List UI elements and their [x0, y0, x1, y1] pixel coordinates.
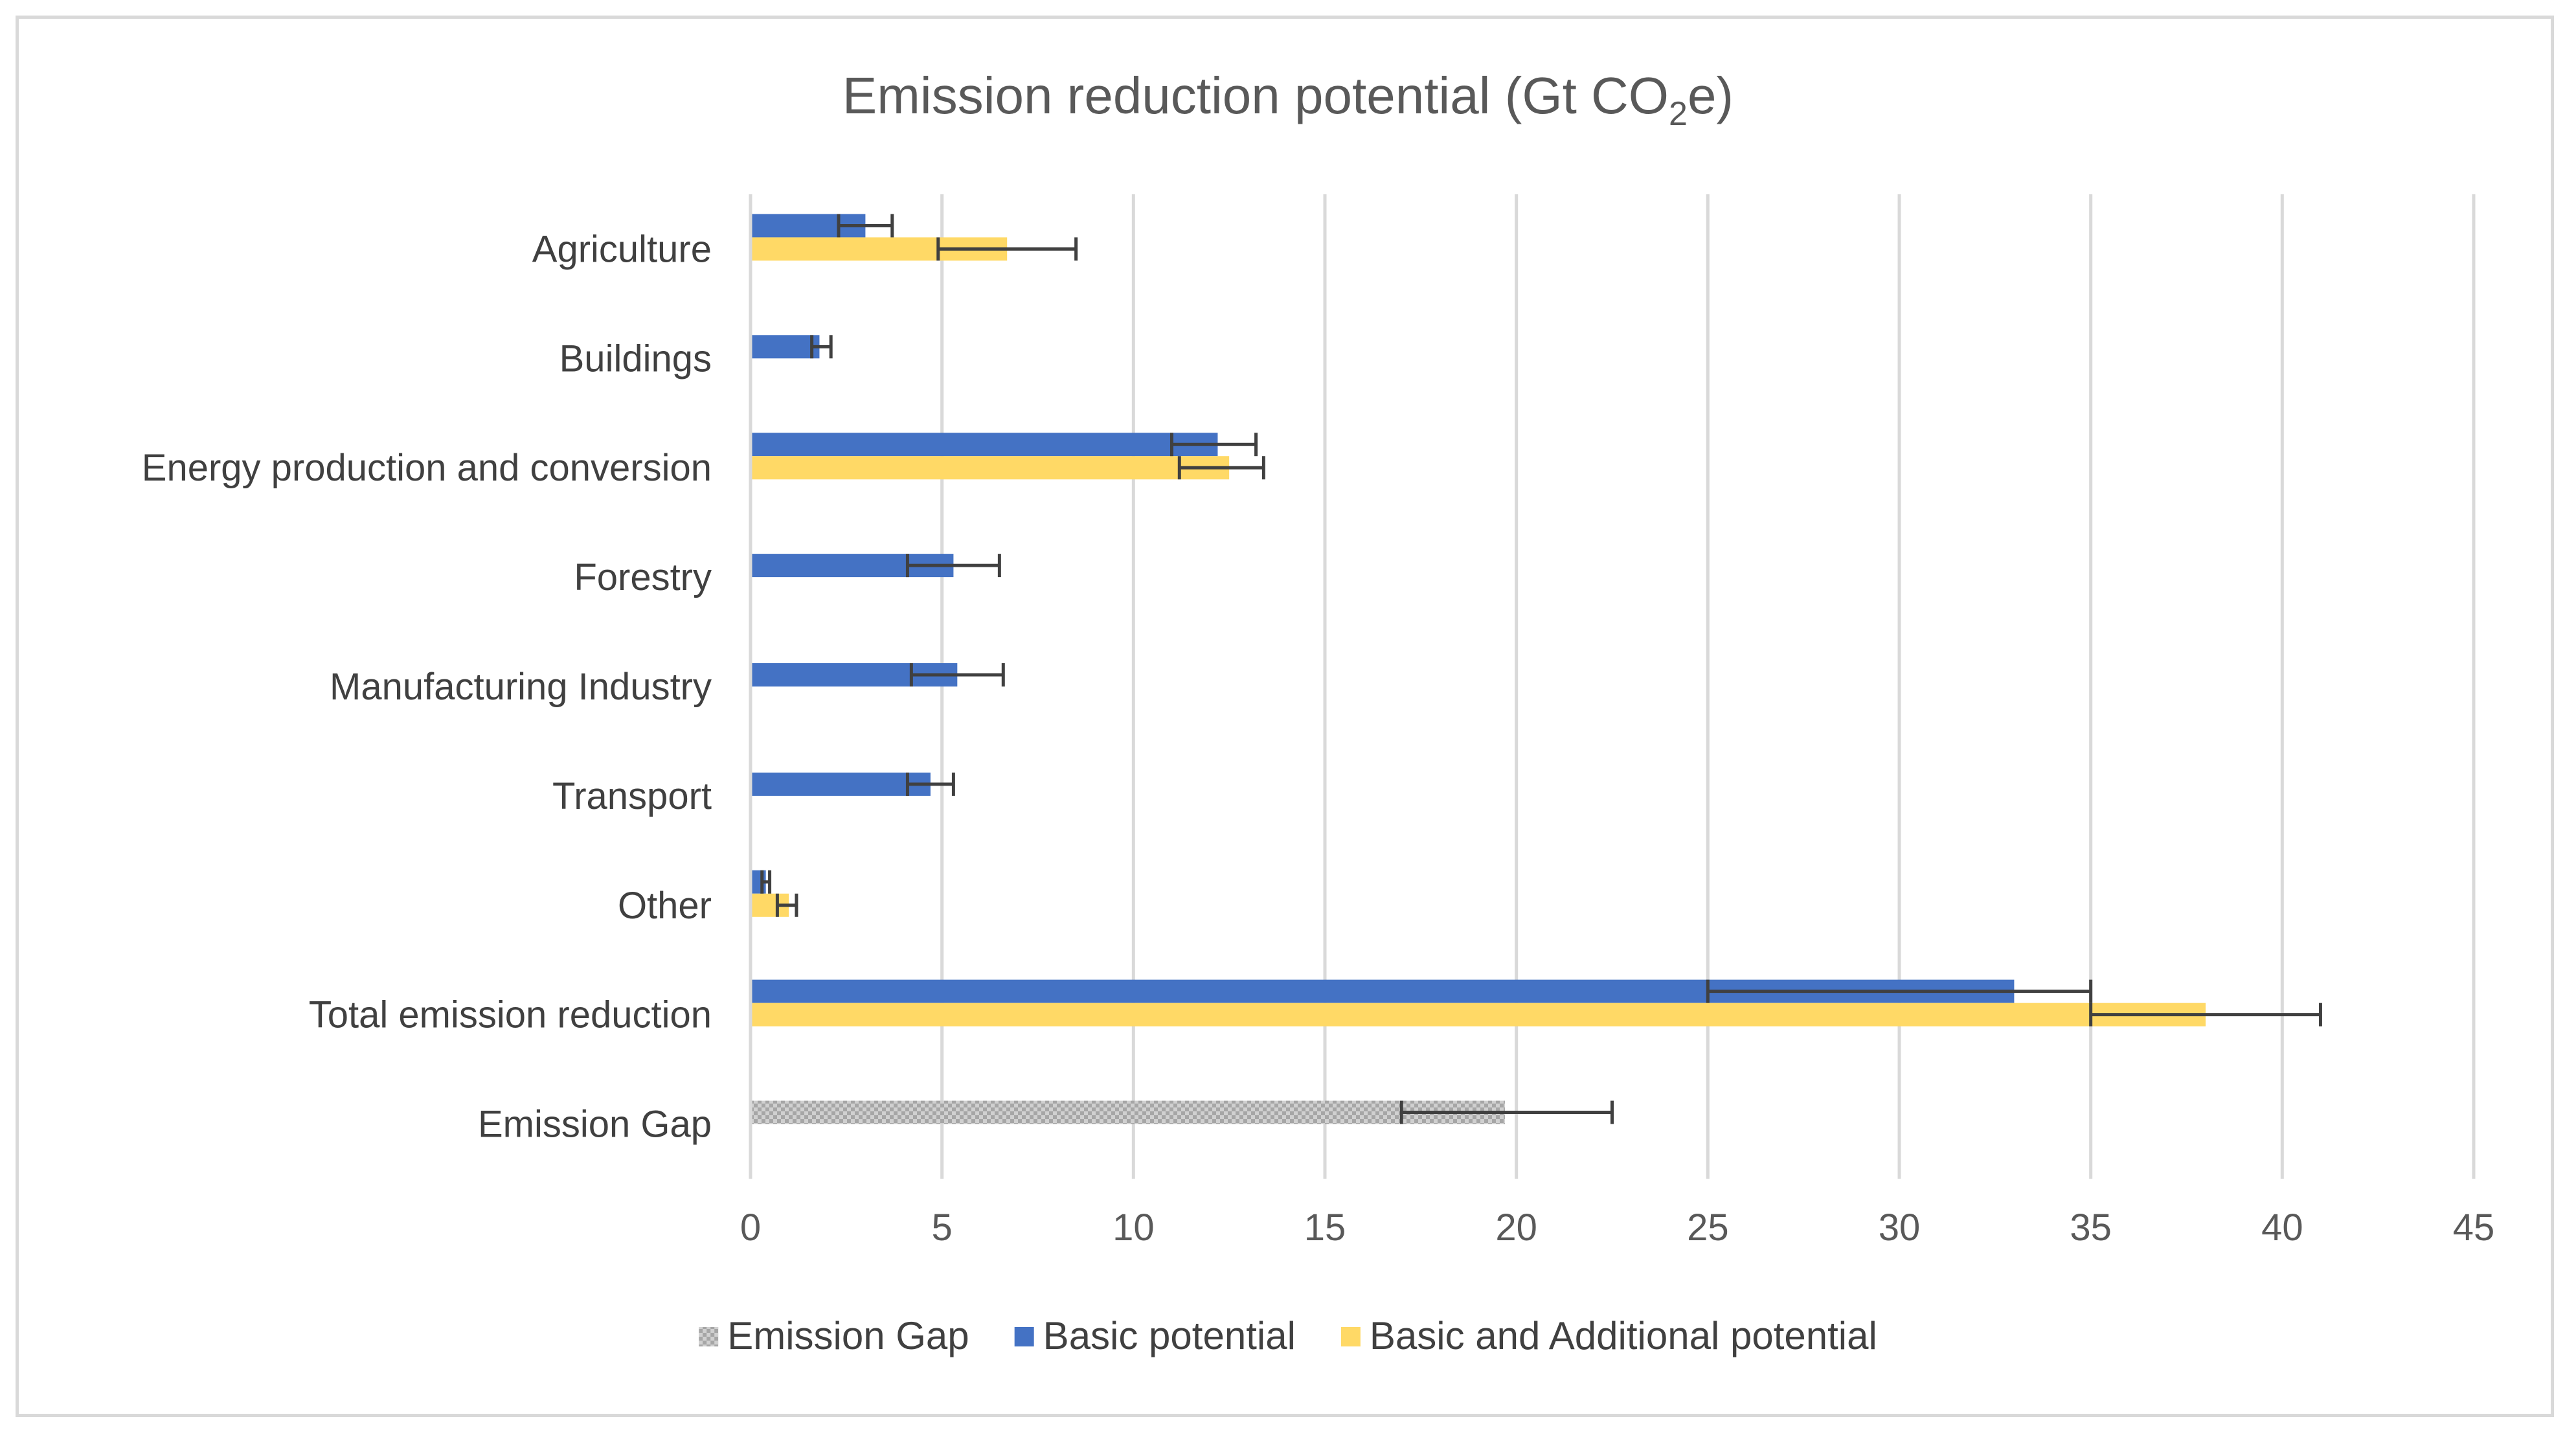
- x-tick-label-15: 15: [1304, 1207, 1346, 1249]
- category-label-forestry: Forestry: [574, 556, 712, 598]
- legend-label-basic-potential: Basic potential: [1043, 1314, 1296, 1357]
- legend-label-basic-and-additional-potential: Basic and Additional potential: [1370, 1314, 1877, 1357]
- x-tick-label-30: 30: [1879, 1207, 1921, 1249]
- category-label-other: Other: [618, 885, 712, 927]
- chart-title-subscript: 2: [1669, 95, 1688, 133]
- legend-item-emission-gap: Emission Gap: [699, 1314, 969, 1357]
- chart-title: Emission reduction potential (Gt CO2e): [842, 67, 1734, 133]
- x-tick-label-35: 35: [2070, 1207, 2112, 1249]
- bars: [751, 214, 2206, 1124]
- x-tick-label-45: 45: [2453, 1207, 2495, 1249]
- category-label-buildings: Buildings: [559, 337, 712, 380]
- category-label-emission-gap: Emission Gap: [478, 1104, 712, 1146]
- category-label-total-emission-reduction: Total emission reduction: [309, 994, 712, 1036]
- category-label-energy-production-and-conversion: Energy production and conversion: [142, 447, 712, 489]
- category-label-agriculture: Agriculture: [532, 228, 712, 270]
- legend-label-emission-gap: Emission Gap: [727, 1314, 969, 1357]
- category-labels: Agriculture Buildings Energy production an…: [142, 228, 712, 1145]
- x-tick-label-10: 10: [1113, 1207, 1155, 1249]
- bar-basic-potential-energy-production-and-conversion: [751, 433, 1218, 457]
- gridlines: [940, 194, 2476, 1179]
- category-label-transport: Transport: [552, 775, 712, 817]
- chart-frame: [16, 16, 2554, 1417]
- legend-swatch-basic-potential: [1014, 1327, 1034, 1346]
- x-tick-label-40: 40: [2261, 1207, 2303, 1249]
- chart-title-main: Emission reduction potential (Gt CO: [842, 67, 1669, 124]
- bar-basic-potential-transport: [751, 772, 931, 796]
- x-tick-label-5: 5: [932, 1207, 953, 1249]
- legend-swatch-basic-and-additional-potential: [1340, 1327, 1361, 1346]
- axes: 0 5 10 15 20 25 30 35 40 45: [740, 194, 2494, 1249]
- legend: Emission Gap Basic potential Basic and Add…: [699, 1314, 1877, 1357]
- x-tick-label-0: 0: [740, 1207, 761, 1249]
- error-bars: [760, 214, 2322, 1124]
- bar-basic-potential-buildings: [751, 335, 820, 359]
- chart-title-suffix: e): [1688, 67, 1734, 124]
- bar-basic-and-additional-potential-total-emission-reduction: [751, 1003, 2206, 1027]
- legend-swatch-emission-gap: [699, 1327, 719, 1346]
- bar-basic-and-additional-potential-energy-production-and-conversion: [751, 456, 1230, 480]
- x-tick-label-20: 20: [1495, 1207, 1537, 1249]
- category-label-manufacturing-industry: Manufacturing Industry: [330, 666, 712, 708]
- x-tick-label-25: 25: [1687, 1207, 1729, 1249]
- bar-emission-gap-emission-gap: [751, 1100, 1505, 1124]
- legend-item-basic-potential: Basic potential: [1014, 1314, 1296, 1357]
- legend-item-basic-and-additional-potential: Basic and Additional potential: [1340, 1314, 1877, 1357]
